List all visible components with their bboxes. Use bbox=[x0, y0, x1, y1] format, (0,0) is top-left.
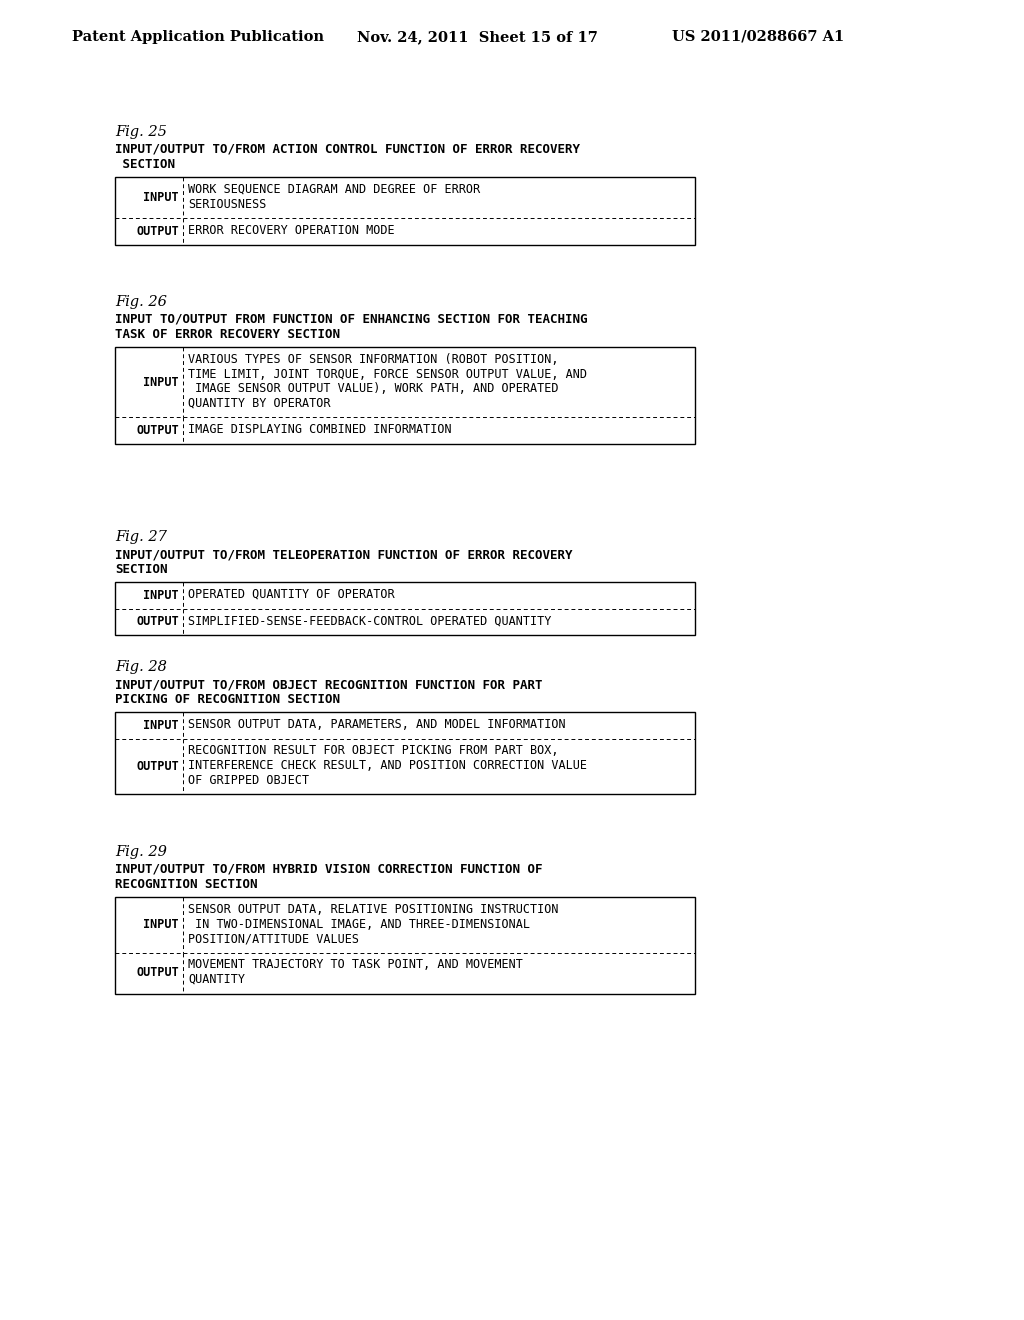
Text: INPUT/OUTPUT TO/FROM OBJECT RECOGNITION FUNCTION FOR PART: INPUT/OUTPUT TO/FROM OBJECT RECOGNITION … bbox=[115, 678, 543, 690]
Text: VARIOUS TYPES OF SENSOR INFORMATION (ROBOT POSITION,: VARIOUS TYPES OF SENSOR INFORMATION (ROB… bbox=[188, 352, 558, 366]
Text: QUANTITY BY OPERATOR: QUANTITY BY OPERATOR bbox=[188, 396, 331, 409]
Text: OUTPUT: OUTPUT bbox=[136, 966, 179, 979]
Text: INPUT: INPUT bbox=[143, 719, 179, 731]
Text: SECTION: SECTION bbox=[115, 158, 175, 172]
Text: INPUT/OUTPUT TO/FROM TELEOPERATION FUNCTION OF ERROR RECOVERY: INPUT/OUTPUT TO/FROM TELEOPERATION FUNCT… bbox=[115, 548, 572, 561]
Text: Patent Application Publication: Patent Application Publication bbox=[72, 30, 324, 44]
Text: OUTPUT: OUTPUT bbox=[136, 224, 179, 238]
Text: Fig. 27: Fig. 27 bbox=[115, 531, 167, 544]
Text: INPUT: INPUT bbox=[143, 375, 179, 388]
Text: IMAGE DISPLAYING COMBINED INFORMATION: IMAGE DISPLAYING COMBINED INFORMATION bbox=[188, 422, 452, 436]
Text: OUTPUT: OUTPUT bbox=[136, 424, 179, 437]
Text: SENSOR OUTPUT DATA, RELATIVE POSITIONING INSTRUCTION: SENSOR OUTPUT DATA, RELATIVE POSITIONING… bbox=[188, 903, 558, 916]
Text: INPUT: INPUT bbox=[143, 589, 179, 602]
Text: WORK SEQUENCE DIAGRAM AND DEGREE OF ERROR: WORK SEQUENCE DIAGRAM AND DEGREE OF ERRO… bbox=[188, 183, 480, 195]
Text: TASK OF ERROR RECOVERY SECTION: TASK OF ERROR RECOVERY SECTION bbox=[115, 327, 340, 341]
Text: IN TWO-DIMENSIONAL IMAGE, AND THREE-DIMENSIONAL: IN TWO-DIMENSIONAL IMAGE, AND THREE-DIME… bbox=[188, 917, 530, 931]
Bar bbox=[115, 711, 695, 795]
Text: QUANTITY: QUANTITY bbox=[188, 973, 245, 986]
Text: SENSOR OUTPUT DATA, PARAMETERS, AND MODEL INFORMATION: SENSOR OUTPUT DATA, PARAMETERS, AND MODE… bbox=[188, 718, 565, 731]
Bar bbox=[115, 177, 695, 244]
Bar bbox=[115, 347, 695, 444]
Text: Fig. 29: Fig. 29 bbox=[115, 845, 167, 859]
Text: MOVEMENT TRAJECTORY TO TASK POINT, AND MOVEMENT: MOVEMENT TRAJECTORY TO TASK POINT, AND M… bbox=[188, 958, 523, 972]
Text: Fig. 25: Fig. 25 bbox=[115, 125, 167, 139]
Text: OPERATED QUANTITY OF OPERATOR: OPERATED QUANTITY OF OPERATOR bbox=[188, 587, 394, 601]
Bar bbox=[115, 582, 695, 635]
Text: INPUT TO/OUTPUT FROM FUNCTION OF ENHANCING SECTION FOR TEACHING: INPUT TO/OUTPUT FROM FUNCTION OF ENHANCI… bbox=[115, 313, 588, 326]
Text: SECTION: SECTION bbox=[115, 564, 168, 576]
Text: ERROR RECOVERY OPERATION MODE: ERROR RECOVERY OPERATION MODE bbox=[188, 224, 394, 238]
Text: TIME LIMIT, JOINT TORQUE, FORCE SENSOR OUTPUT VALUE, AND: TIME LIMIT, JOINT TORQUE, FORCE SENSOR O… bbox=[188, 367, 587, 380]
Text: POSITION/ATTITUDE VALUES: POSITION/ATTITUDE VALUES bbox=[188, 932, 359, 945]
Text: RECOGNITION RESULT FOR OBJECT PICKING FROM PART BOX,: RECOGNITION RESULT FOR OBJECT PICKING FR… bbox=[188, 744, 558, 758]
Text: INPUT: INPUT bbox=[143, 191, 179, 205]
Bar bbox=[115, 898, 695, 994]
Text: Fig. 26: Fig. 26 bbox=[115, 294, 167, 309]
Text: INPUT: INPUT bbox=[143, 919, 179, 931]
Text: SIMPLIFIED-SENSE-FEEDBACK-CONTROL OPERATED QUANTITY: SIMPLIFIED-SENSE-FEEDBACK-CONTROL OPERAT… bbox=[188, 615, 551, 627]
Text: OUTPUT: OUTPUT bbox=[136, 760, 179, 772]
Text: OF GRIPPED OBJECT: OF GRIPPED OBJECT bbox=[188, 774, 309, 787]
Text: IMAGE SENSOR OUTPUT VALUE), WORK PATH, AND OPERATED: IMAGE SENSOR OUTPUT VALUE), WORK PATH, A… bbox=[188, 381, 558, 395]
Text: INPUT/OUTPUT TO/FROM ACTION CONTROL FUNCTION OF ERROR RECOVERY: INPUT/OUTPUT TO/FROM ACTION CONTROL FUNC… bbox=[115, 143, 580, 156]
Text: SERIOUSNESS: SERIOUSNESS bbox=[188, 198, 266, 210]
Text: INTERFERENCE CHECK RESULT, AND POSITION CORRECTION VALUE: INTERFERENCE CHECK RESULT, AND POSITION … bbox=[188, 759, 587, 772]
Text: Nov. 24, 2011  Sheet 15 of 17: Nov. 24, 2011 Sheet 15 of 17 bbox=[357, 30, 598, 44]
Text: OUTPUT: OUTPUT bbox=[136, 615, 179, 628]
Text: RECOGNITION SECTION: RECOGNITION SECTION bbox=[115, 878, 257, 891]
Text: US 2011/0288667 A1: US 2011/0288667 A1 bbox=[672, 30, 844, 44]
Text: Fig. 28: Fig. 28 bbox=[115, 660, 167, 675]
Text: INPUT/OUTPUT TO/FROM HYBRID VISION CORRECTION FUNCTION OF: INPUT/OUTPUT TO/FROM HYBRID VISION CORRE… bbox=[115, 863, 543, 876]
Text: PICKING OF RECOGNITION SECTION: PICKING OF RECOGNITION SECTION bbox=[115, 693, 340, 706]
